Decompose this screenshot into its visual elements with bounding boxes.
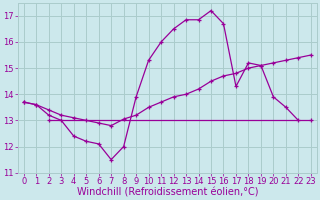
X-axis label: Windchill (Refroidissement éolien,°C): Windchill (Refroidissement éolien,°C)	[76, 187, 258, 197]
